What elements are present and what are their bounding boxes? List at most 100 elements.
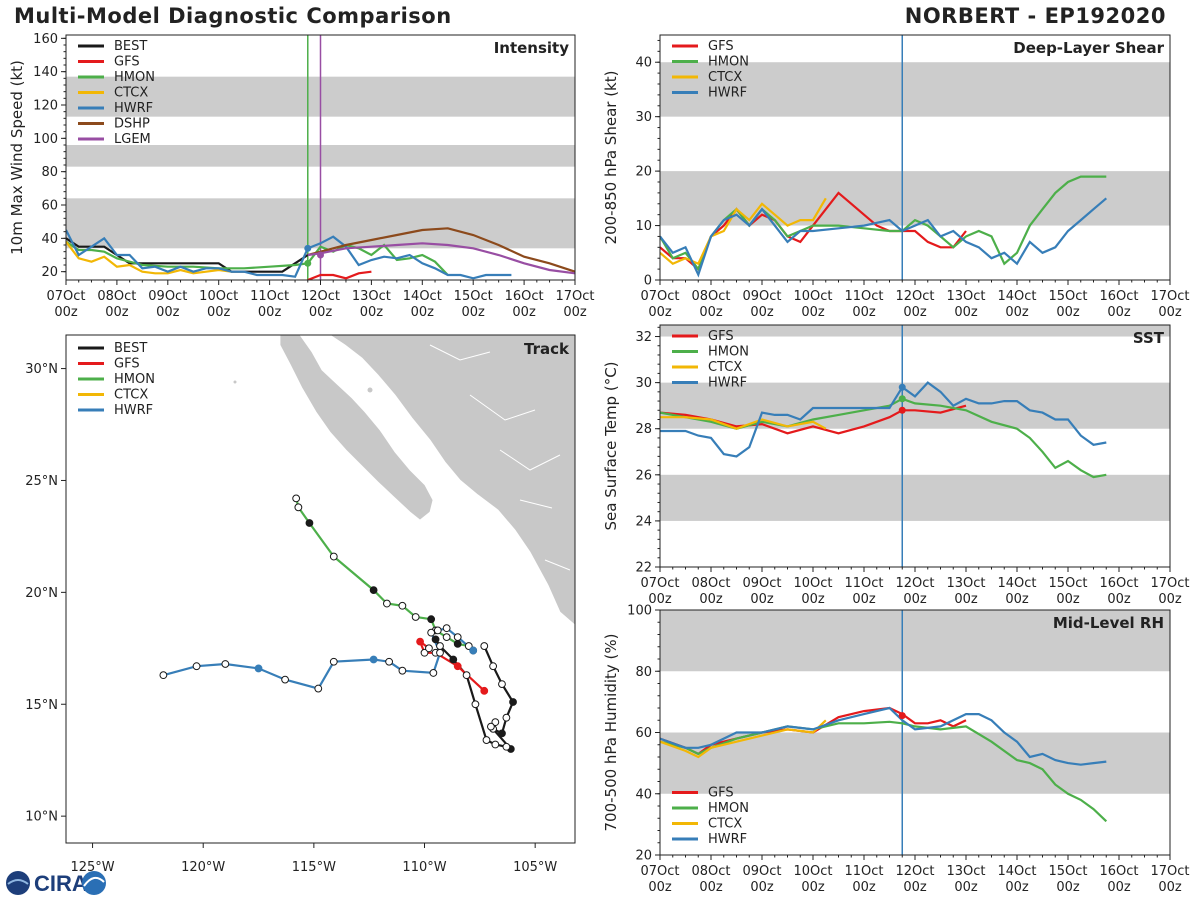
- track-xtick-label: 125°W: [70, 860, 114, 875]
- track-point-hmon: [305, 519, 314, 527]
- track-point-hmon: [292, 494, 301, 503]
- track-point-best: [449, 655, 458, 664]
- rh-legend-ctcx: CTCX: [708, 817, 742, 832]
- track-point-best: [462, 671, 471, 680]
- intensity-xtick-hour: 00z: [156, 305, 180, 320]
- sst-xtick-label: 12Oct: [895, 576, 934, 591]
- rh-series-hwrf: [660, 706, 1107, 766]
- rh-xtick-hour: 00z: [699, 880, 723, 895]
- track-point-hmon: [398, 601, 407, 610]
- rh-xtick-label: 08Oct: [691, 864, 730, 879]
- sst-ytick-label: 30: [635, 376, 652, 391]
- track-point-hwrf: [385, 657, 394, 666]
- sst-gfs-init-dot: [898, 406, 906, 414]
- shear-ytick-label: 20: [635, 165, 652, 180]
- sst-xtick-hour: 00z: [1005, 592, 1029, 607]
- track-point-hmon: [294, 503, 303, 512]
- logo-globe-icon: [6, 871, 30, 895]
- rh-series-gfs: [660, 706, 967, 756]
- intensity-series-dshp: [307, 227, 575, 273]
- intensity-ytick-label: 80: [41, 165, 58, 180]
- shear-xtick-label: 14Oct: [997, 289, 1036, 304]
- shear-xtick-hour: 00z: [1005, 305, 1029, 320]
- track-point-hwrf: [453, 633, 462, 642]
- sst-xtick-label: 08Oct: [691, 576, 730, 591]
- intensity-xtick-hour: 00z: [258, 305, 282, 320]
- track-ytick-label: 10°N: [25, 810, 58, 825]
- shear-xtick-label: 16Oct: [1099, 289, 1138, 304]
- shear-ytick-label: 10: [635, 219, 652, 234]
- rh-xtick-label: 17Oct: [1150, 864, 1189, 879]
- sst-xtick-label: 09Oct: [742, 576, 781, 591]
- intensity-legend-best: BEST: [114, 39, 147, 54]
- track-point-hwrf: [436, 648, 444, 657]
- intensity-ytick-label: 40: [41, 232, 58, 247]
- rh-xtick-hour: 00z: [648, 880, 672, 895]
- rh-xtick-label: 10Oct: [793, 864, 832, 879]
- rh-ytick-label: 20: [635, 849, 652, 864]
- intensity-xtick-label: 13Oct: [352, 289, 391, 304]
- track-point-hwrf: [192, 662, 201, 671]
- sst-series-hwrf: [660, 381, 1107, 458]
- track-point-hmon: [427, 615, 436, 624]
- shear-xtick-hour: 00z: [1107, 305, 1131, 320]
- track-point-best: [487, 722, 495, 731]
- intensity-lgem-init-dot: [317, 251, 324, 259]
- rh-xtick-label: 13Oct: [946, 864, 985, 879]
- track-xtick-label: 110°W: [402, 860, 446, 875]
- rh-ytick-label: 40: [635, 787, 652, 802]
- rh-ytick-label: 60: [635, 726, 652, 741]
- track-panel-title: Track: [524, 340, 570, 358]
- intensity-series-hwrf: [66, 229, 512, 280]
- intensity-hwrf-init-dot: [304, 244, 312, 252]
- sst-hmon-init-dot: [898, 395, 906, 403]
- intensity-xtick-label: 08Oct: [97, 289, 136, 304]
- rh-series-ctcx: [660, 719, 827, 759]
- sst-xtick-hour: 00z: [1056, 592, 1080, 607]
- sst-xtick-label: 10Oct: [793, 576, 832, 591]
- track-point-best: [502, 713, 511, 722]
- intensity-xtick-label: 07Oct: [46, 289, 85, 304]
- track-point-best: [431, 635, 440, 644]
- shear-band: [660, 171, 1170, 226]
- sst-ytick-label: 26: [635, 468, 652, 483]
- intensity-xtick-hour: 00z: [512, 305, 536, 320]
- rh-xtick-label: 07Oct: [640, 864, 679, 879]
- track-point-hmon: [411, 613, 420, 621]
- sst-xtick-hour: 00z: [648, 592, 672, 607]
- track-xtick-label: 120°W: [181, 860, 225, 875]
- intensity-panel-title: Intensity: [494, 39, 570, 57]
- rh-xtick-hour: 00z: [750, 880, 774, 895]
- track-xtick-label: 115°W: [292, 860, 336, 875]
- sst-ytick-label: 32: [635, 330, 652, 345]
- sst-band: [660, 382, 1170, 429]
- logo-badge-icon: [82, 871, 106, 895]
- track-point-hwrf: [369, 655, 378, 664]
- rh-xtick-label: 15Oct: [1048, 864, 1087, 879]
- track-point-best: [498, 680, 506, 689]
- track-ytick-label: 25°N: [25, 474, 58, 489]
- shear-xtick-hour: 00z: [1056, 305, 1080, 320]
- shear-legend-hwrf: HWRF: [708, 86, 747, 101]
- track-point-best: [489, 662, 498, 671]
- sst-legend-hwrf: HWRF: [708, 376, 747, 391]
- intensity-ytick-label: 140: [33, 65, 58, 80]
- intensity-ylabel: 10m Max Wind Speed (kt): [8, 60, 26, 255]
- track-point-hwrf: [398, 666, 407, 675]
- intensity-series-gfs: [307, 270, 372, 280]
- shear-xtick-hour: 00z: [903, 305, 927, 320]
- intensity-xtick-hour: 00z: [411, 305, 435, 320]
- sst-panel-title: SST: [1133, 329, 1165, 347]
- sst-xtick-label: 15Oct: [1048, 576, 1087, 591]
- sst-xtick-label: 14Oct: [997, 576, 1036, 591]
- track-point-gfs: [453, 662, 462, 671]
- shear-panel-title: Deep-Layer Shear: [1013, 39, 1164, 57]
- intensity-xtick-label: 17Oct: [555, 289, 594, 304]
- shear-xtick-label: 10Oct: [793, 289, 832, 304]
- sst-ytick-label: 22: [635, 561, 652, 576]
- sst-xtick-hour: 00z: [801, 592, 825, 607]
- shear-xtick-label: 17Oct: [1150, 289, 1189, 304]
- track-point-hwrf: [429, 669, 438, 677]
- shear-xtick-hour: 00z: [750, 305, 774, 320]
- intensity-legend-ctcx: CTCX: [114, 86, 148, 101]
